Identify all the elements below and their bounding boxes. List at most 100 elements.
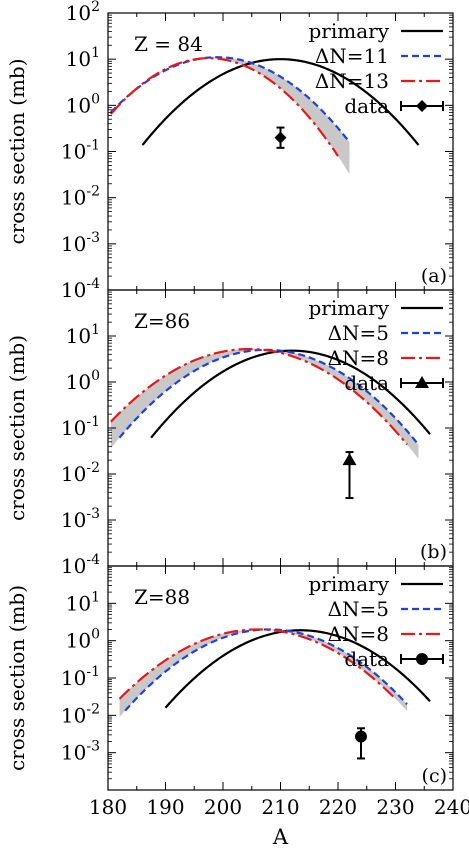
- plot-area: [110, 347, 431, 500]
- legend-label: primary: [308, 19, 389, 43]
- y-tick-exponent: -3: [86, 506, 100, 522]
- y-tick-exponent: -3: [86, 739, 100, 755]
- y-tick-base: 10: [61, 186, 86, 210]
- y-tick-exponent: 1: [91, 45, 100, 61]
- y-tick-label: 10-3: [61, 506, 100, 532]
- legend-label: data: [344, 371, 389, 395]
- legend-label: ΔN=13: [315, 69, 389, 93]
- z-label: Z=86: [134, 309, 190, 333]
- y-tick-base: 10: [66, 370, 91, 394]
- y-tick-exponent: -4: [86, 552, 100, 568]
- legend-label: primary: [308, 572, 389, 596]
- legend-marker: [416, 653, 428, 665]
- y-tick-base: 10: [61, 508, 86, 532]
- y-tick-label: 10-4: [61, 552, 100, 578]
- y-tick-exponent: -2: [86, 701, 100, 717]
- y-axis-title: cross section (mb): [5, 585, 29, 771]
- legend-label: ΔN=5: [328, 321, 389, 345]
- model-band: [119, 629, 407, 718]
- x-tick-label: 210: [261, 795, 299, 819]
- y-tick-exponent: 0: [91, 368, 100, 384]
- z-label: Z=88: [134, 585, 190, 609]
- y-tick-exponent: -4: [86, 276, 100, 292]
- y-tick-exponent: 0: [91, 627, 100, 643]
- y-tick-label: 10-2: [61, 701, 100, 727]
- y-tick-base: 10: [66, 629, 91, 653]
- y-tick-label: 101: [66, 45, 100, 71]
- x-tick-label: 200: [204, 795, 242, 819]
- x-tick-label: 180: [89, 795, 127, 819]
- series-line-1: [110, 56, 351, 143]
- y-tick-label: 10-3: [61, 230, 100, 256]
- y-tick-label: 102: [66, 0, 100, 25]
- y-tick-label: 10-1: [61, 414, 100, 440]
- y-tick-base: 10: [61, 554, 86, 578]
- data-point-marker: [342, 453, 357, 466]
- y-tick-label: 10-1: [61, 138, 100, 164]
- y-tick-exponent: 1: [91, 322, 100, 338]
- series-line-1: [124, 628, 408, 712]
- x-tick-label: 230: [376, 795, 414, 819]
- y-tick-base: 10: [61, 666, 86, 690]
- plot-area: [118, 628, 431, 760]
- panel-c: 10110010-110-210-3Z=88(c)primaryΔN=5ΔN=8…: [5, 565, 454, 791]
- legend-label: ΔN=11: [315, 44, 389, 68]
- y-tick-base: 10: [66, 324, 91, 348]
- y-tick-label: 101: [66, 322, 100, 348]
- y-tick-base: 10: [61, 462, 86, 486]
- y-tick-exponent: -1: [86, 414, 100, 430]
- y-tick-exponent: 1: [91, 589, 100, 605]
- y-tick-exponent: 0: [91, 91, 100, 107]
- series-line-0: [150, 349, 431, 439]
- y-tick-label: 100: [66, 627, 100, 653]
- series-line-2: [118, 628, 397, 700]
- y-tick-exponent: -1: [86, 664, 100, 680]
- y-tick-label: 101: [66, 589, 100, 615]
- series-line-2: [110, 57, 339, 157]
- y-tick-label: 10-1: [61, 664, 100, 690]
- legend-marker: [416, 100, 428, 112]
- y-tick-base: 10: [66, 47, 91, 71]
- y-tick-base: 10: [66, 1, 91, 25]
- y-tick-label: 10-4: [61, 276, 100, 302]
- series-line-0: [141, 58, 420, 146]
- y-tick-base: 10: [66, 591, 91, 615]
- legend-label: data: [344, 94, 389, 118]
- y-tick-label: 100: [66, 368, 100, 394]
- model-band: [110, 349, 419, 459]
- legend-label: ΔN=5: [328, 597, 389, 621]
- legend-marker: [415, 376, 429, 388]
- y-tick-base: 10: [61, 703, 86, 727]
- model-band: [110, 57, 350, 175]
- x-tick-label: 240: [434, 795, 469, 819]
- y-tick-exponent: 2: [91, 0, 100, 15]
- z-label: Z = 84: [134, 32, 203, 56]
- y-tick-exponent: -1: [86, 138, 100, 154]
- legend-label: ΔN=8: [328, 622, 389, 646]
- y-tick-label: 100: [66, 91, 100, 117]
- y-axis-title: cross section (mb): [5, 58, 29, 244]
- y-tick-label: 10-3: [61, 739, 100, 765]
- panel-label: (b): [420, 541, 447, 563]
- data-point-marker: [355, 730, 367, 743]
- y-tick-base: 10: [61, 741, 86, 765]
- y-tick-exponent: -2: [86, 184, 100, 200]
- panel-label: (a): [421, 265, 447, 287]
- series-line-0: [164, 629, 431, 709]
- plot-area: [110, 56, 420, 175]
- panel-label: (c): [422, 765, 447, 787]
- y-tick-base: 10: [61, 416, 86, 440]
- legend-label: ΔN=8: [328, 346, 389, 370]
- y-tick-base: 10: [66, 93, 91, 117]
- x-tick-label: 220: [319, 795, 357, 819]
- x-axis-title: A: [272, 825, 289, 849]
- series-line-2: [110, 347, 408, 446]
- data-point-marker: [274, 131, 287, 144]
- y-tick-base: 10: [61, 232, 86, 256]
- x-tick-label: 190: [146, 795, 184, 819]
- legend-label: data: [344, 647, 389, 671]
- y-tick-label: 10-2: [61, 460, 100, 486]
